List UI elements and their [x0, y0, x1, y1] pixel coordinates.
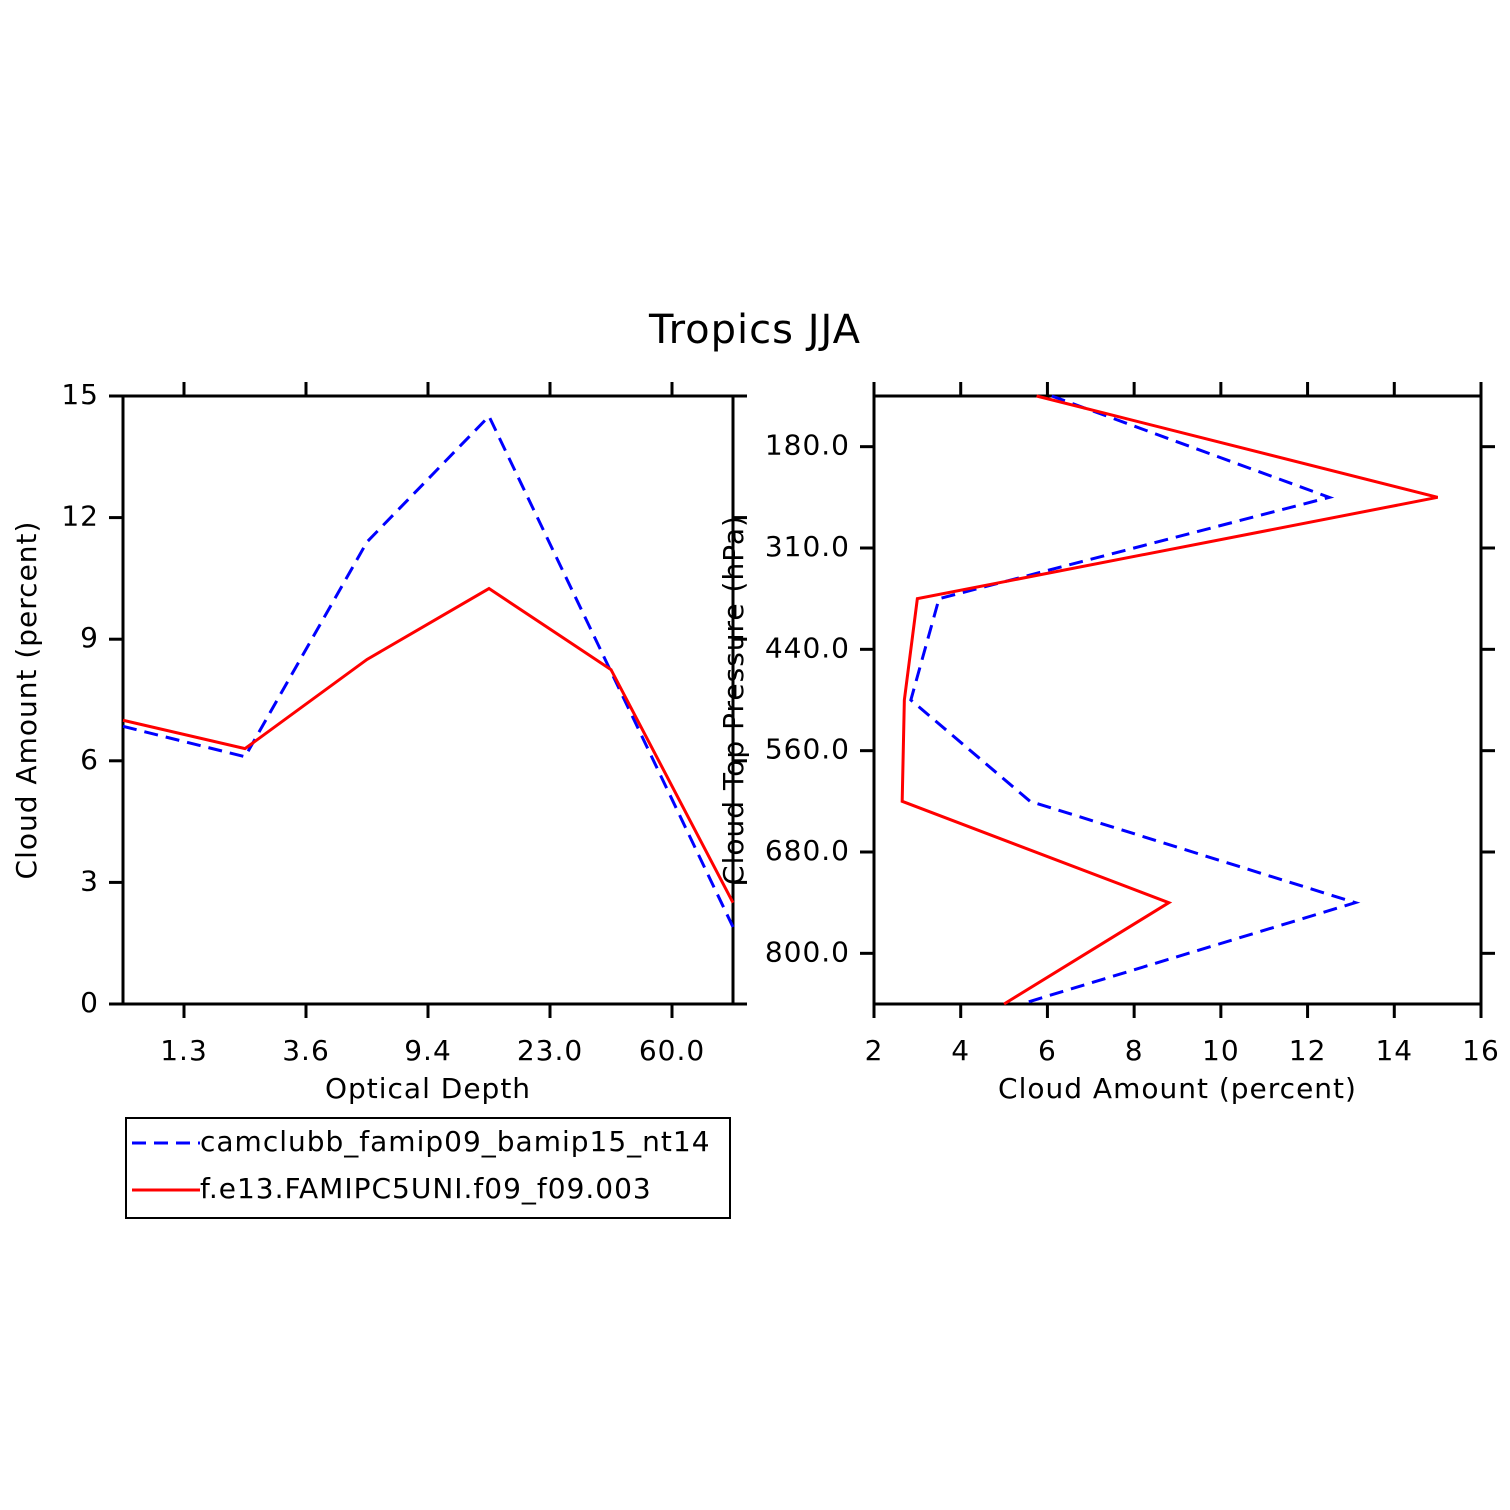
x-tick-label: 23.0 — [517, 1034, 583, 1067]
y-axis-label: Cloud Amount (percent) — [10, 521, 43, 880]
x-tick-label: 9.4 — [404, 1034, 452, 1067]
x-axis-label: Optical Depth — [325, 1072, 531, 1105]
y-tick-label: 680.0 — [765, 834, 850, 867]
x-axis-label: Cloud Amount (percent) — [998, 1072, 1357, 1105]
y-tick-label: 310.0 — [765, 530, 850, 563]
chart-title: Tropics JJA — [648, 307, 861, 353]
x-tick-label: 3.6 — [282, 1034, 330, 1067]
series-line — [122, 413, 735, 928]
x-tick-label: 4 — [951, 1034, 970, 1067]
series-line — [909, 394, 1361, 1006]
x-tick-label: 10 — [1202, 1034, 1240, 1067]
series-line — [122, 586, 735, 904]
x-tick-label: 6 — [1038, 1034, 1057, 1067]
x-tick-label: 1.3 — [160, 1034, 208, 1067]
legend-box — [125, 1117, 731, 1219]
y-tick-label: 560.0 — [765, 733, 850, 766]
y-tick-label: 440.0 — [765, 631, 850, 664]
x-tick-label: 12 — [1289, 1034, 1327, 1067]
y-tick-label: 180.0 — [765, 429, 850, 462]
y-tick-label: 3 — [80, 864, 99, 897]
y-tick-label: 15 — [61, 378, 99, 411]
legend-label: camclubb_famip09_bamip15_nt14 — [200, 1125, 711, 1158]
plot-frame — [121, 394, 735, 1006]
legend-label: f.e13.FAMIPC5UNI.f09_f09.003 — [200, 1172, 652, 1205]
x-tick-label: 8 — [1125, 1034, 1144, 1067]
y-tick-label: 6 — [80, 743, 99, 776]
y-tick-label: 800.0 — [765, 935, 850, 968]
x-tick-label: 60.0 — [639, 1034, 705, 1067]
x-tick-label: 16 — [1462, 1034, 1500, 1067]
plot-frame — [872, 394, 1483, 1006]
y-tick-label: 0 — [80, 986, 99, 1019]
x-tick-label: 14 — [1375, 1034, 1413, 1067]
y-axis-label: Cloud Top Pressure (hPa) — [717, 515, 750, 885]
series-line — [900, 394, 1439, 1006]
y-tick-label: 12 — [61, 500, 99, 533]
y-tick-label: 9 — [80, 621, 99, 654]
x-tick-label: 2 — [865, 1034, 884, 1067]
